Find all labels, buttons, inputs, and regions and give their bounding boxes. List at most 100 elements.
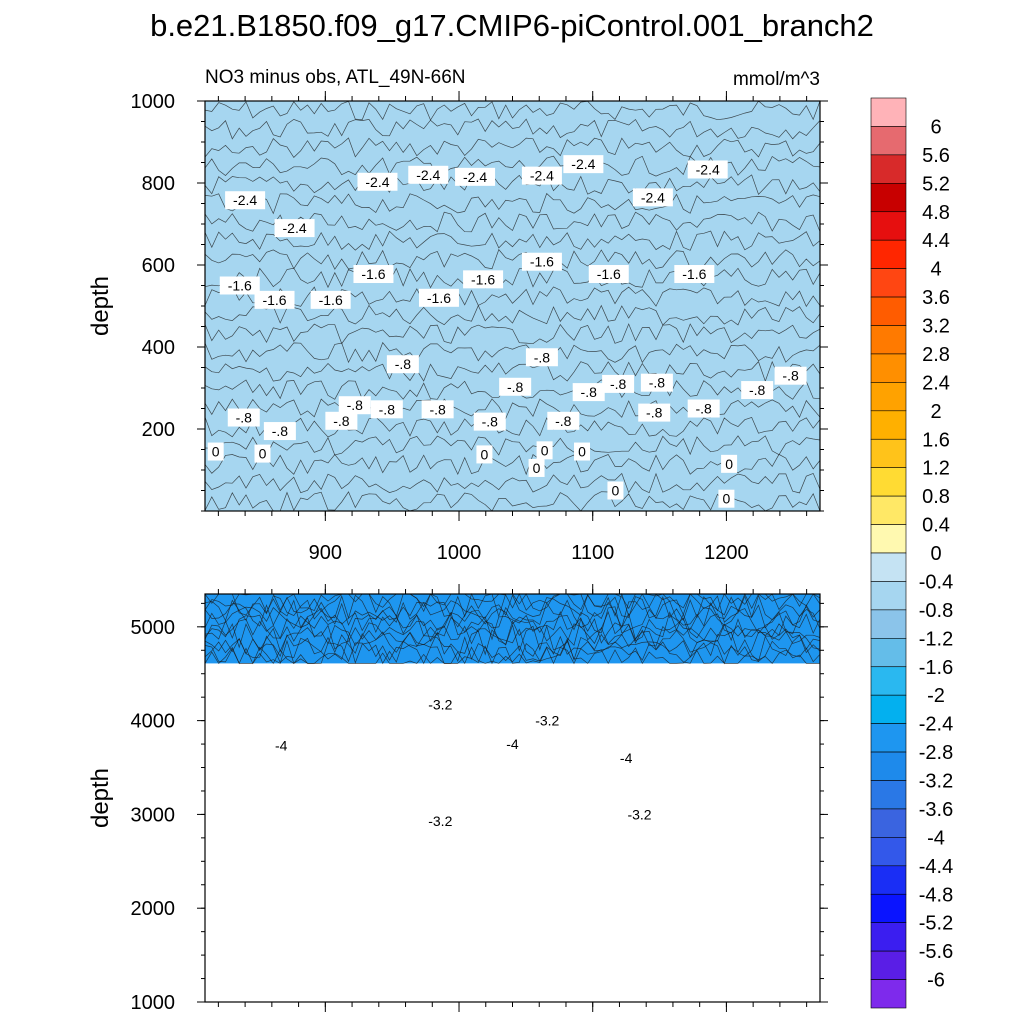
contour-label-box: [421, 400, 454, 419]
contour-line: [204, 174, 821, 196]
colorbar-label: -4.8: [919, 884, 953, 906]
contour-label-box: [774, 366, 807, 385]
contour-label: -.8: [421, 400, 454, 419]
contour-label: -4: [269, 736, 294, 755]
colorbar-swatch: [870, 780, 907, 810]
contour-label-text: -1.6: [530, 254, 554, 270]
contour-line: [204, 435, 821, 457]
colorbar-label: 4.4: [922, 230, 950, 252]
contour-line: [204, 137, 821, 158]
contour-label-text: -3.2: [428, 813, 452, 829]
contour-label-box: [476, 445, 493, 464]
contour-label: -.8: [741, 381, 774, 400]
colorbar-label: 0: [930, 543, 941, 565]
contour-label: -1.6: [674, 265, 715, 284]
contour-label: -1.6: [521, 252, 562, 271]
contour-label-text: -1.6: [319, 292, 343, 308]
colorbar-label: -5.2: [919, 913, 953, 935]
contour-label: 0: [528, 458, 545, 477]
colorbar-swatch: [870, 581, 907, 611]
contour-line: [204, 606, 821, 635]
contour-label: -4: [500, 735, 525, 754]
contour-label: -.8: [386, 355, 419, 374]
contour-line: [204, 594, 821, 623]
upper-contour-lines: [204, 100, 821, 512]
colorbar-swatch: [870, 694, 907, 724]
colorbar-label: 5.6: [922, 145, 950, 167]
contour-line: [204, 360, 821, 383]
contour-label: -.8: [774, 366, 807, 385]
contour-line: [204, 610, 821, 641]
contour-label-box: [687, 399, 720, 418]
upper-y-axis: 200 400 600 800 1000: [131, 91, 828, 512]
contour-label-box: [528, 458, 545, 477]
colorbar-swatch: [870, 467, 907, 497]
contour-line: [204, 599, 821, 629]
contour-label-box: [219, 276, 260, 295]
colorbar-label: -2: [927, 685, 945, 707]
contour-label-text: -.8: [696, 401, 713, 417]
contour-line: [204, 453, 821, 476]
colorbar-swatch: [870, 211, 907, 241]
contour-label-text: 0: [578, 444, 586, 460]
lower-contour-labels: -3.2 -3.2 -4 -4 -4 -3.2 -3.2: [269, 695, 660, 830]
contour-line: [204, 230, 821, 251]
contour-label-box: [632, 188, 673, 207]
lower-data-field: [205, 594, 820, 664]
contour-label: -1.6: [310, 290, 351, 309]
contour-label-text: -3.2: [627, 806, 651, 822]
contour-label: 0: [254, 444, 271, 463]
colorbar-label: 2: [930, 401, 941, 423]
contour-label-box: [718, 489, 735, 508]
upper-x-axis: 900 1000 1100 1200: [217, 91, 808, 564]
contour-label-box: [572, 383, 605, 402]
contour-label-text: -2.4: [416, 167, 440, 183]
contour-label: -2.4: [408, 165, 449, 184]
colorbar-label: -5.6: [919, 941, 953, 963]
contour-label: -.8: [227, 408, 260, 427]
contour-label: -2.4: [455, 167, 496, 186]
contour-label-text: -.8: [581, 384, 598, 400]
colorbar-swatch: [870, 808, 907, 838]
contour-label-box: [310, 290, 351, 309]
contour-label-box: [499, 377, 532, 396]
contour-label-box: [527, 711, 568, 730]
colorbar-swatch: [870, 552, 907, 582]
contour-label-box: [370, 400, 403, 419]
contour-label-text: -2.4: [696, 161, 720, 177]
contour-label-text: 0: [541, 442, 549, 458]
contour-label-box: [588, 265, 629, 284]
colorbar-label: 2.4: [922, 372, 950, 394]
contour-label-box: [741, 381, 774, 400]
contour-line: [204, 341, 821, 364]
contour-label-text: -.8: [272, 423, 289, 439]
contour-line: [204, 248, 821, 270]
contour-label-text: -.8: [507, 379, 524, 395]
y-tick-label: 400: [142, 337, 175, 359]
contour-line: [204, 100, 821, 121]
colorbar-swatch: [870, 410, 907, 440]
contour-label-text: -4: [620, 750, 633, 766]
contour-label: -1.6: [588, 265, 629, 284]
contour-label-box: [269, 736, 294, 755]
contour-label-box: [207, 442, 224, 461]
contour-label-box: [463, 270, 504, 289]
y-tick-label: 800: [142, 173, 175, 195]
contour-label-text: -2.4: [365, 174, 389, 190]
contour-label-text: -1.6: [427, 290, 451, 306]
x-tick-label: 900: [309, 542, 342, 564]
contour-label-text: -.8: [379, 401, 396, 417]
contour-label: -.8: [338, 396, 371, 415]
colorbar-label: 0.4: [922, 515, 950, 537]
contour-line: [204, 646, 821, 665]
contour-line: [204, 593, 821, 612]
contour-label-text: -2.4: [283, 220, 307, 236]
contour-label-text: -.8: [646, 405, 663, 421]
lower-y-axis: 1000 2000 3000 4000 5000: [131, 602, 828, 1014]
contour-line: [204, 118, 821, 140]
contour-label: 0: [574, 442, 591, 461]
colorbar-swatch: [870, 979, 907, 1009]
contour-label-box: [353, 265, 394, 284]
colorbar-label: -0.4: [919, 571, 953, 593]
colorbar-swatch: [870, 97, 907, 127]
